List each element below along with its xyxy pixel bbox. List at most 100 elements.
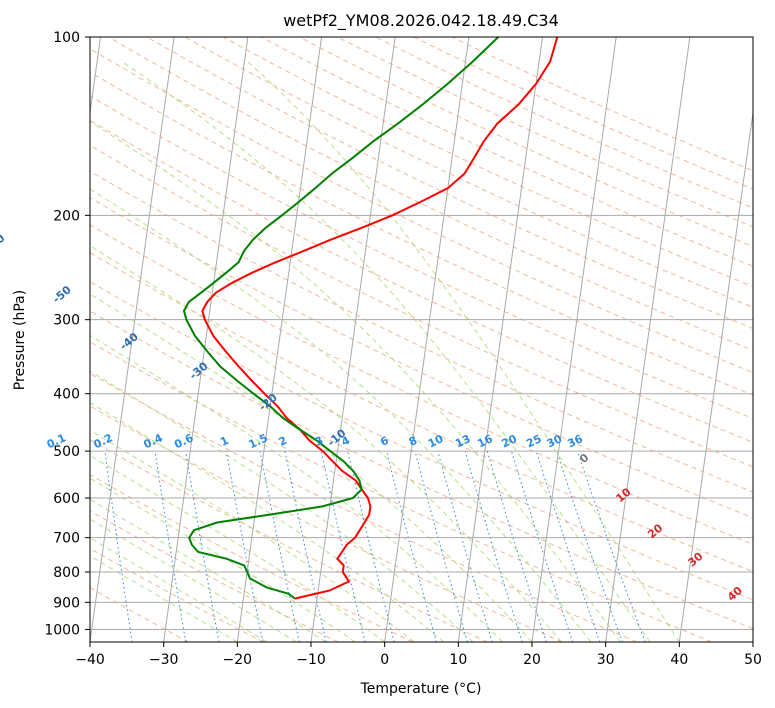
isotherm-line bbox=[90, 37, 175, 642]
y-tick-label: 900 bbox=[53, 595, 80, 611]
moist-adiabat bbox=[90, 120, 621, 642]
isotherm-label: -50 bbox=[50, 283, 74, 306]
mixing-ratio-line bbox=[511, 450, 574, 642]
mixing-ratio-label: 8 bbox=[407, 434, 419, 449]
isotherm-line bbox=[752, 638, 753, 642]
y-tick-label: 300 bbox=[53, 313, 80, 329]
moist-adiabat bbox=[90, 293, 533, 642]
dry-adiabat bbox=[90, 510, 339, 642]
mixing-ratio-label: 16 bbox=[475, 432, 495, 450]
dry-adiabat bbox=[90, 280, 753, 601]
dry-adiabat bbox=[222, 37, 753, 288]
x-tick-label: −20 bbox=[223, 652, 253, 668]
dry-adiabat bbox=[90, 144, 753, 468]
dry-adiabat bbox=[299, 37, 753, 248]
moist-adiabat bbox=[90, 429, 415, 642]
chart-title: wetPf2_YM08.2026.042.18.49.C34 bbox=[283, 11, 559, 31]
moist-adiabat bbox=[90, 454, 385, 642]
mixing-ratio-line bbox=[386, 450, 437, 642]
x-tick-label: 40 bbox=[670, 652, 688, 668]
dry-adiabat bbox=[90, 119, 753, 443]
adiabat-label: 40 bbox=[725, 584, 745, 604]
background-lines bbox=[90, 37, 753, 642]
mixing-ratio-line bbox=[320, 450, 366, 642]
line-labels: -100-90-80-70-60-50-40-30-20-100.10.20.4… bbox=[0, 231, 745, 604]
isotherm-line bbox=[163, 37, 249, 642]
dry-adiabat bbox=[90, 48, 753, 374]
dry-adiabat bbox=[90, 341, 712, 642]
mixing-ratio-line bbox=[185, 451, 220, 642]
y-tick-label: 800 bbox=[53, 565, 80, 581]
dry-adiabat bbox=[90, 95, 753, 420]
mixing-ratio-line bbox=[464, 450, 523, 642]
x-axis-label: Temperature (°C) bbox=[360, 681, 482, 697]
mixing-ratio-label: 0.2 bbox=[92, 431, 115, 451]
mixing-ratio-line bbox=[259, 451, 300, 642]
isotherm-line bbox=[531, 37, 617, 642]
isotherm-line bbox=[605, 37, 691, 642]
dry-adiabat bbox=[451, 37, 753, 172]
dry-adiabat bbox=[90, 71, 753, 396]
dry-adiabat bbox=[375, 37, 753, 209]
dry-adiabat bbox=[90, 224, 753, 545]
y-tick-label: 100 bbox=[53, 30, 80, 46]
x-tick-label: 20 bbox=[523, 652, 541, 668]
dry-adiabat bbox=[90, 439, 488, 642]
dry-adiabat bbox=[90, 252, 753, 573]
mixing-ratio-label: 20 bbox=[500, 432, 520, 450]
mixing-ratio-line bbox=[225, 451, 264, 642]
isotherm-line bbox=[236, 37, 323, 642]
moist-adiabat bbox=[90, 477, 356, 642]
moist-adiabat bbox=[90, 245, 562, 642]
adiabat-label: 0 bbox=[577, 451, 591, 466]
mixing-ratio-label: 4 bbox=[339, 434, 352, 449]
temperature-profile bbox=[201, 37, 559, 600]
x-axis: −40 −30 −20 −10 0 10 20 30 40 50 bbox=[75, 642, 762, 668]
y-axis-label: Pressure (hPa) bbox=[12, 290, 28, 390]
mixing-ratio-label: 13 bbox=[453, 432, 472, 450]
moist-adiabat bbox=[90, 537, 268, 642]
moist-adiabat bbox=[90, 188, 592, 642]
moist-adiabat bbox=[90, 370, 474, 642]
mixing-ratio-line bbox=[556, 450, 623, 642]
dry-adiabat bbox=[413, 37, 753, 190]
y-tick-label: 400 bbox=[53, 387, 80, 403]
x-tick-label: 10 bbox=[449, 652, 467, 668]
mixing-ratio-line bbox=[154, 451, 187, 642]
adiabat-label: 30 bbox=[686, 549, 706, 569]
isotherm-label: -30 bbox=[187, 359, 211, 382]
x-tick-label: 30 bbox=[597, 652, 615, 668]
mixing-ratio-label: 10 bbox=[426, 432, 446, 450]
dry-adiabat bbox=[90, 310, 753, 630]
x-tick-label: −10 bbox=[296, 652, 326, 668]
isotherm-label: -40 bbox=[117, 330, 141, 353]
isotherm-line bbox=[310, 37, 396, 642]
moist-adiabat bbox=[90, 334, 503, 642]
mixing-ratio-label: 25 bbox=[524, 432, 543, 450]
series-group bbox=[182, 37, 559, 600]
x-tick-label: 0 bbox=[380, 652, 389, 668]
mixing-ratio-line bbox=[104, 451, 133, 642]
dry-adiabat bbox=[108, 37, 753, 351]
y-tick-label: 500 bbox=[53, 444, 80, 460]
dry-adiabat bbox=[260, 37, 753, 267]
isotherm-line bbox=[384, 37, 470, 642]
isotherm-line bbox=[90, 37, 102, 117]
dry-adiabat bbox=[90, 405, 563, 642]
isotherm-line bbox=[678, 109, 753, 642]
dry-adiabat bbox=[90, 197, 753, 519]
moist-adiabat bbox=[90, 498, 326, 642]
mixing-ratio-line bbox=[284, 451, 327, 642]
mixing-ratio-label: 30 bbox=[545, 432, 565, 450]
mixing-ratio-label: 1 bbox=[218, 434, 230, 449]
dry-adiabat bbox=[90, 372, 638, 642]
dry-adiabat bbox=[146, 37, 753, 330]
x-tick-label: −30 bbox=[149, 652, 179, 668]
moist-adiabat bbox=[90, 555, 238, 642]
mixing-ratio-label: 36 bbox=[565, 432, 585, 450]
mixing-ratio-label: 6 bbox=[378, 434, 391, 449]
moist-adiabat bbox=[247, 61, 680, 642]
y-axis: 100 200 300 400 500 600 700 800 900 1000 bbox=[44, 30, 90, 638]
mixing-ratio-line bbox=[437, 450, 493, 642]
